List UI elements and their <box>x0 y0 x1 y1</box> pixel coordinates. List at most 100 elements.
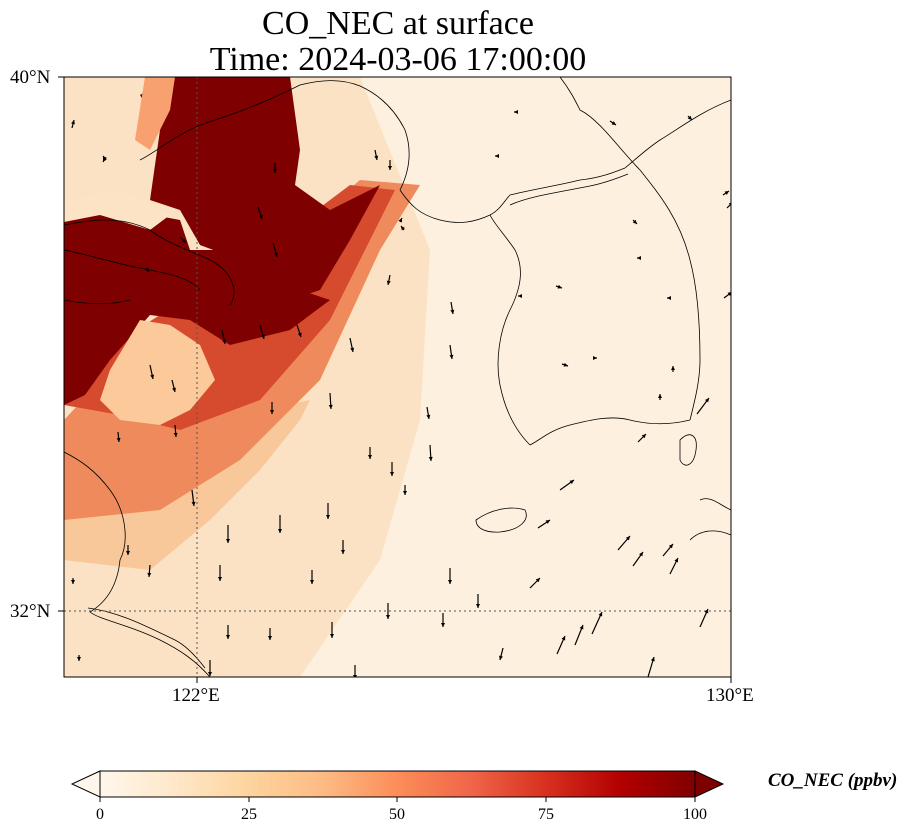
wind-vector-head <box>593 356 597 360</box>
colorbar-title: CO_NEC (ppbv) <box>768 770 898 791</box>
wind-vector-head <box>328 404 333 409</box>
wind-vector-head <box>270 410 274 414</box>
plume-edge-north <box>135 77 175 150</box>
plume-clean-pocket <box>100 320 215 425</box>
colorbar-label-0: 0 <box>96 806 104 823</box>
wind-vector-head <box>386 280 391 285</box>
colorbar-label-100: 100 <box>683 806 707 823</box>
wind-vector-head <box>428 456 433 461</box>
wind-vector-head <box>724 191 729 195</box>
wind-vector-head <box>671 366 675 370</box>
wind-vector-head <box>398 218 402 223</box>
wind-vector-head <box>658 394 662 398</box>
wind-vector-head <box>226 635 230 639</box>
lat-label-32N: 32°N <box>10 601 51 622</box>
wind-vector-head <box>579 625 584 630</box>
wind-vector-head <box>499 655 503 660</box>
wind-vector-head <box>222 339 227 344</box>
lat-label-40N: 40°N <box>10 67 51 88</box>
wind-vector-head <box>326 515 330 519</box>
wind-vector-head <box>563 362 568 367</box>
lon-label-122E: 122°E <box>172 685 220 706</box>
wind-vector-head <box>173 432 178 437</box>
wind-vector-head <box>341 550 345 554</box>
wind-vector-head <box>150 374 155 379</box>
wind-vector-head <box>273 252 278 257</box>
wind-vector-head <box>147 572 152 577</box>
plume-west <box>64 205 330 405</box>
wind-vector-head <box>545 520 550 524</box>
map-plot-area <box>64 77 731 677</box>
wind-vector-head <box>667 296 671 300</box>
wind-vector-head <box>71 580 75 584</box>
wind-vector-head <box>401 226 405 231</box>
wind-vector-head <box>208 672 212 676</box>
wind-vector-head <box>310 580 314 584</box>
wind-vector-head <box>668 544 673 549</box>
wind-vector-head <box>637 256 641 260</box>
wind-vector <box>726 203 731 209</box>
wind-vector-head <box>278 529 282 533</box>
wind-vector-head <box>727 292 731 296</box>
wind-vector-head <box>557 284 562 289</box>
wind-vector-head <box>71 120 75 125</box>
wind-vector-head <box>641 434 646 439</box>
wind-vector-head <box>514 110 518 114</box>
wind-vector-head <box>350 347 355 352</box>
wind-vector-head <box>476 604 480 608</box>
wind-vector-head <box>650 657 655 662</box>
wind-vector-head <box>103 156 107 161</box>
wind-vector-head <box>388 166 392 170</box>
colorbar-extend-min <box>70 770 101 798</box>
wind-vector-head <box>561 636 566 641</box>
coastlines <box>64 77 731 677</box>
wind-vector-head <box>268 636 272 640</box>
wind-vector-head <box>704 609 709 614</box>
wind-vector-head <box>426 414 431 419</box>
colorbar-gradient <box>100 771 695 797</box>
wind-vector-head <box>450 309 455 314</box>
wind-vector-head <box>390 472 394 476</box>
wind-vector-head <box>226 539 230 543</box>
wind-vector-head <box>181 238 186 243</box>
wind-vector-head <box>569 480 574 484</box>
wind-vector-head <box>172 387 176 392</box>
wind-vector-head <box>448 580 452 584</box>
wind-vector-head <box>535 578 540 583</box>
colorbar <box>70 770 725 802</box>
wind-vector-head <box>441 623 445 627</box>
wind-vector-head <box>273 169 277 173</box>
map-title: CO_NEC at surface <box>262 5 534 42</box>
wind-vector-head <box>625 536 630 541</box>
wind-vectors <box>71 110 731 677</box>
wind-vector-head <box>674 558 678 563</box>
wind-vector-head <box>728 202 731 206</box>
wind-vector-head <box>330 634 334 638</box>
colorbar-label-75: 75 <box>538 806 554 823</box>
wind-vector-head <box>374 155 379 160</box>
wind-vector-head <box>126 551 130 555</box>
wind-vector <box>591 611 603 635</box>
wind-vector-head <box>449 354 454 359</box>
colorbar-label-25: 25 <box>241 806 257 823</box>
wind-vector-head <box>191 501 196 506</box>
colorbar-extend-max <box>694 770 725 798</box>
wind-vector-head <box>639 552 643 557</box>
wind-vector-head <box>403 491 407 495</box>
wind-vector-head <box>518 294 522 298</box>
wind-vector-head <box>297 332 302 337</box>
lon-label-130E: 130°E <box>706 685 754 706</box>
wind-vector-head <box>495 154 499 158</box>
colorbar-label-50: 50 <box>389 806 405 823</box>
map-frame <box>63 76 732 678</box>
wind-vector-head <box>260 334 265 339</box>
clean-strip <box>64 190 170 230</box>
wind-vector-head <box>687 115 692 120</box>
wind-vector-head <box>598 612 603 617</box>
map-subtitle-time: Time: 2024-03-06 17:00:00 <box>209 41 587 78</box>
wind-vector-head <box>386 615 390 619</box>
wind-vector-head <box>258 214 263 219</box>
wind-vector-head <box>218 577 222 581</box>
plume-north <box>140 77 380 300</box>
